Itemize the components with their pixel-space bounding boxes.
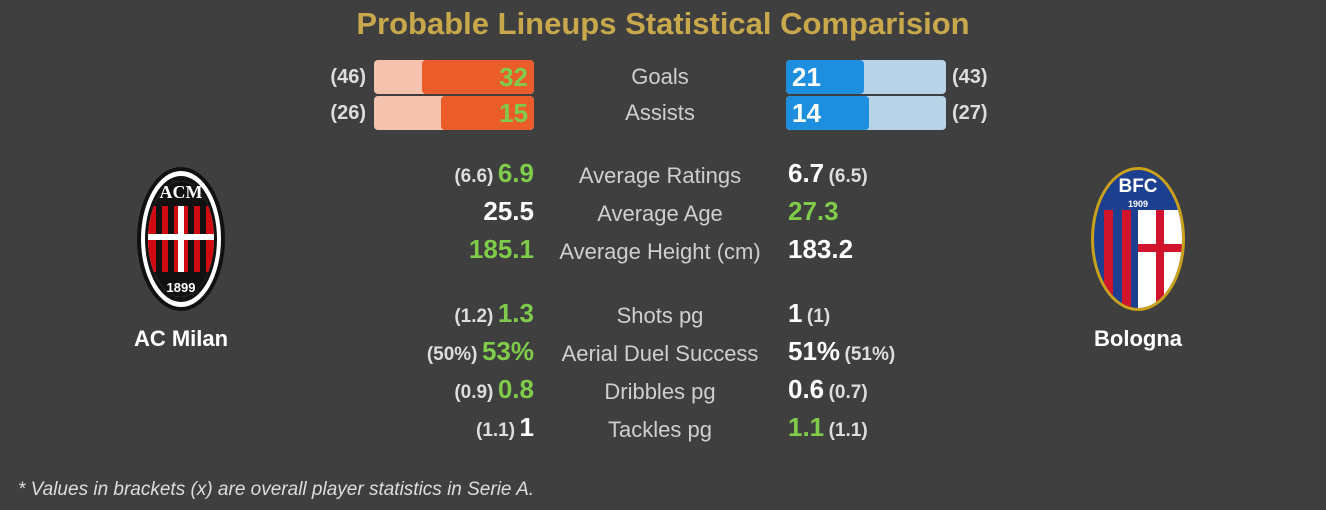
away-assists-fill	[786, 96, 870, 130]
milan-logo-text: ACM	[160, 182, 203, 202]
away-rating-overall: (6.5)	[828, 166, 868, 187]
home-shots-value: 1.3	[497, 298, 534, 328]
away-shots-overall: (1)	[806, 306, 831, 327]
stat-label: Average Height (cm)	[559, 239, 761, 264]
away-shots-value: 1	[788, 298, 803, 328]
home-assists-value: 15	[499, 98, 528, 128]
assists-row: (26) 15 Assists 14 (27)	[0, 96, 1326, 130]
away-aerial-overall: (51%)	[844, 344, 896, 365]
home-goals-bar: 32	[374, 60, 534, 94]
stat-label: Average Age	[597, 201, 723, 226]
stat-row-shots: (1.2) 1.3 Shots pg 1 (1)	[0, 298, 1326, 334]
stat-label: Average Ratings	[578, 163, 742, 188]
milan-logo-year: 1899	[167, 280, 196, 295]
home-goals-fill	[422, 60, 534, 94]
away-assists-value: 14	[792, 98, 821, 128]
away-age-value: 27.3	[788, 196, 839, 226]
away-dribbles-value: 0.6	[788, 374, 825, 404]
stat-row-dribbles: (0.9) 0.8 Dribbles pg 0.6 (0.7)	[0, 374, 1326, 410]
stat-row-average-ratings: (6.6) 6.9 Average Ratings 6.7 (6.5)	[0, 158, 1326, 194]
home-height-value: 185.1	[468, 234, 534, 264]
bologna-logo-year: 1909	[1128, 199, 1148, 209]
home-assists-fill	[441, 96, 534, 130]
away-assists-bar: 14	[786, 96, 946, 130]
goals-row: (46) 32 Goals 21 (43)	[0, 60, 1326, 94]
home-rating-value: 6.9	[497, 158, 534, 188]
home-goals-overall: (46)	[330, 66, 366, 88]
stat-label: Aerial Duel Success	[561, 341, 759, 366]
stat-label: Tackles pg	[608, 417, 712, 442]
away-aerial-value: 51%	[788, 336, 841, 366]
home-assists-overall: (26)	[330, 102, 366, 124]
stat-row-average-height: 185.1 Average Height (cm) 183.2	[0, 234, 1326, 270]
home-team-name: AC Milan	[133, 326, 229, 351]
stat-label: Dribbles pg	[604, 379, 716, 404]
away-goals-overall: (43)	[952, 66, 988, 88]
assists-label: Assists	[625, 100, 695, 125]
home-rating-overall: (6.6)	[454, 166, 494, 187]
stat-row-average-age: 25.5 Average Age 27.3	[0, 196, 1326, 232]
away-team-name: Bologna	[1094, 326, 1182, 351]
stat-row-tackles: (1.1) 1 Tackles pg 1.1 (1.1)	[0, 412, 1326, 448]
goals-label: Goals	[631, 64, 689, 89]
page-title: Probable Lineups Statistical Comparision	[356, 6, 970, 41]
home-shots-overall: (1.2)	[454, 306, 494, 327]
home-goals-value: 32	[499, 62, 528, 92]
ac-milan-logo: ACM 1899	[137, 167, 225, 311]
home-aerial-overall: (50%)	[426, 344, 478, 365]
away-tackles-overall: (1.1)	[828, 420, 868, 441]
bologna-logo: BFC 1909	[1091, 167, 1185, 311]
away-tackles-value: 1.1	[788, 412, 825, 442]
home-tackles-value: 1	[519, 412, 534, 442]
home-age-value: 25.5	[483, 196, 534, 226]
stat-row-aerial-duel: (50%) 53% Aerial Duel Success 51% (51%)	[0, 336, 1326, 372]
away-assists-overall: (27)	[952, 102, 988, 124]
stat-label: Shots pg	[616, 303, 704, 328]
home-dribbles-value: 0.8	[497, 374, 534, 404]
home-assists-bar: 15	[374, 96, 534, 130]
away-goals-value: 21	[792, 62, 821, 92]
home-tackles-overall: (1.1)	[476, 420, 516, 441]
away-height-value: 183.2	[788, 234, 854, 264]
footnote: * Values in brackets (x) are overall pla…	[18, 479, 535, 500]
away-goals-fill	[786, 60, 865, 94]
home-aerial-value: 53%	[481, 336, 534, 366]
away-goals-bar: 21	[786, 60, 946, 94]
bologna-logo-text: BFC	[1118, 176, 1157, 197]
away-dribbles-overall: (0.7)	[828, 382, 868, 403]
away-rating-value: 6.7	[788, 158, 825, 188]
home-dribbles-overall: (0.9)	[454, 382, 494, 403]
